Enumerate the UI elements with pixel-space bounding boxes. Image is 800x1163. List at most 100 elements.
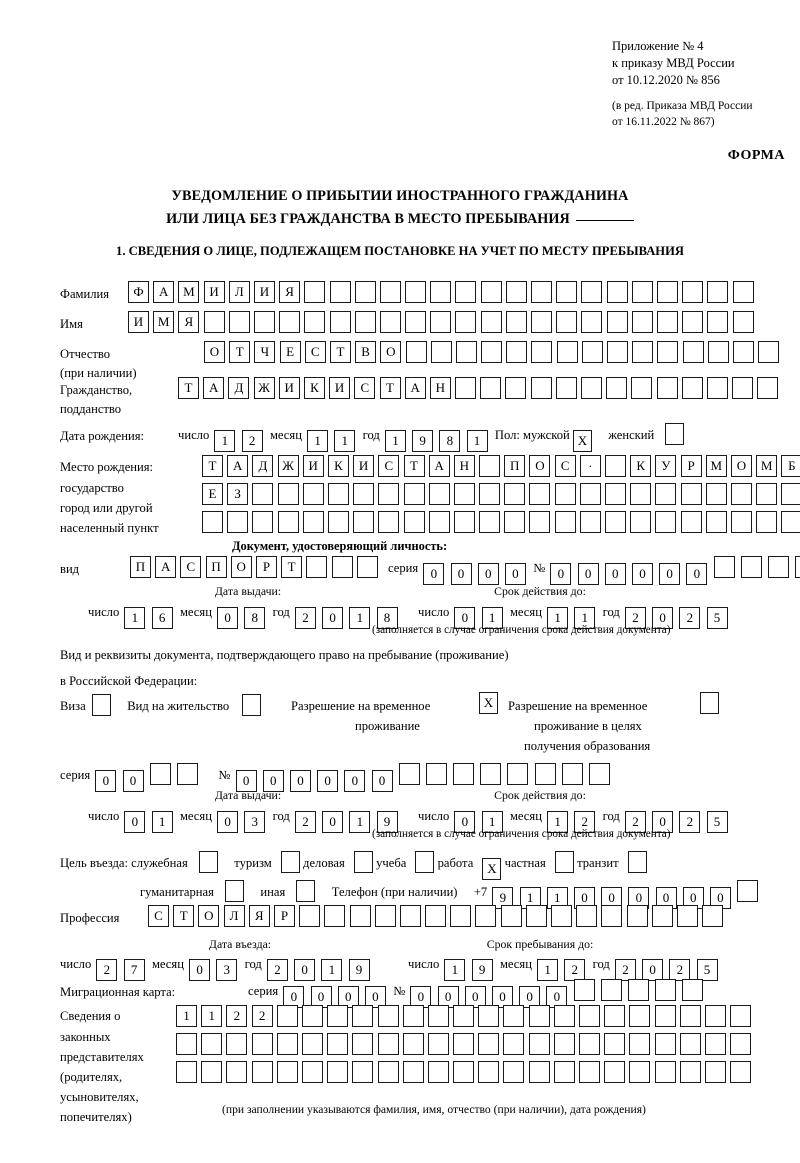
char-box[interactable]: С [554,455,576,477]
char-box[interactable] [379,281,401,303]
char-box[interactable]: П [130,556,151,578]
char-box[interactable] [767,556,789,578]
char-box[interactable]: 0 [454,811,476,833]
char-box[interactable] [534,763,556,785]
char-box[interactable]: 0 [504,563,526,585]
purpose-work-checkbox[interactable]: X [482,858,502,880]
char-box[interactable]: Б [781,455,800,477]
char-box[interactable]: Я [279,281,301,303]
char-box[interactable] [631,377,653,399]
char-box[interactable] [301,1033,323,1055]
char-box[interactable] [756,511,778,533]
char-box[interactable]: 0 [604,563,626,585]
char-box[interactable] [629,1005,651,1027]
char-box[interactable]: 5 [696,959,718,981]
char-box[interactable]: Т [173,905,195,927]
char-box[interactable] [528,1033,550,1055]
char-box[interactable] [450,905,472,927]
char-box[interactable] [579,1033,600,1055]
char-box[interactable] [253,311,275,333]
char-box[interactable] [730,483,752,505]
char-box[interactable] [655,483,677,505]
char-box[interactable]: 0 [686,563,708,585]
char-box[interactable] [327,1033,349,1055]
char-box[interactable]: Р [255,556,277,578]
char-box[interactable]: 2 [266,959,288,981]
char-box[interactable]: 0 [235,770,257,792]
char-box[interactable] [480,763,502,785]
char-box[interactable]: 2 [294,607,316,629]
char-box[interactable] [654,1033,676,1055]
char-box[interactable]: 1 [547,607,569,629]
char-box[interactable] [730,1005,752,1027]
char-box[interactable]: 0 [289,770,311,792]
char-box[interactable]: 2 [679,607,701,629]
char-box[interactable]: 8 [244,607,266,629]
char-box[interactable]: 2 [241,430,263,452]
char-box[interactable]: И [128,311,149,333]
char-box[interactable] [301,1005,323,1027]
char-box[interactable] [277,511,299,533]
char-box[interactable]: И [203,281,225,303]
char-box[interactable] [500,905,522,927]
char-box[interactable]: М [153,311,175,333]
char-box[interactable]: 0 [122,770,144,792]
char-box[interactable] [601,905,623,927]
char-box[interactable] [324,905,346,927]
char-box[interactable] [531,281,552,303]
char-box[interactable] [704,1061,726,1083]
char-box[interactable]: 2 [564,959,586,981]
char-box[interactable]: 2 [574,811,596,833]
char-box[interactable] [730,1061,752,1083]
char-box[interactable] [455,311,477,333]
char-box[interactable]: А [153,281,175,303]
purpose-transit-checkbox[interactable] [627,851,647,873]
char-box[interactable]: 0 [491,986,513,1008]
char-box[interactable]: 0 [423,563,445,585]
char-box[interactable] [705,483,727,505]
char-box[interactable] [704,1005,726,1027]
char-box[interactable]: О [198,905,220,927]
char-box[interactable]: 1 [349,607,371,629]
char-box[interactable] [405,311,427,333]
char-box[interactable] [356,556,378,578]
char-box[interactable]: 1 [307,430,329,452]
char-box[interactable]: 0 [322,811,344,833]
char-box[interactable] [654,1061,676,1083]
char-box[interactable]: 0 [189,959,211,981]
char-box[interactable] [707,341,729,363]
char-box[interactable]: Т [281,556,303,578]
char-box[interactable] [279,311,301,333]
char-box[interactable] [781,511,800,533]
char-box[interactable] [403,511,425,533]
char-box[interactable]: Я [248,905,270,927]
char-box[interactable] [632,341,654,363]
char-box[interactable] [302,483,324,505]
purpose-humanitarian-checkbox[interactable] [225,880,245,902]
char-box[interactable] [503,1005,525,1027]
char-box[interactable] [302,511,324,533]
char-box[interactable]: 0 [652,811,674,833]
char-box[interactable] [576,905,598,927]
char-box[interactable] [579,483,601,505]
char-box[interactable] [600,979,622,1001]
char-box[interactable]: К [303,377,325,399]
char-box[interactable] [679,1061,701,1083]
char-box[interactable] [581,377,602,399]
char-box[interactable]: 0 [659,563,681,585]
char-box[interactable]: А [203,377,225,399]
char-box[interactable] [706,377,728,399]
char-box[interactable]: 1 [151,811,173,833]
char-box[interactable]: 0 [573,887,595,909]
char-box[interactable] [704,1033,726,1055]
